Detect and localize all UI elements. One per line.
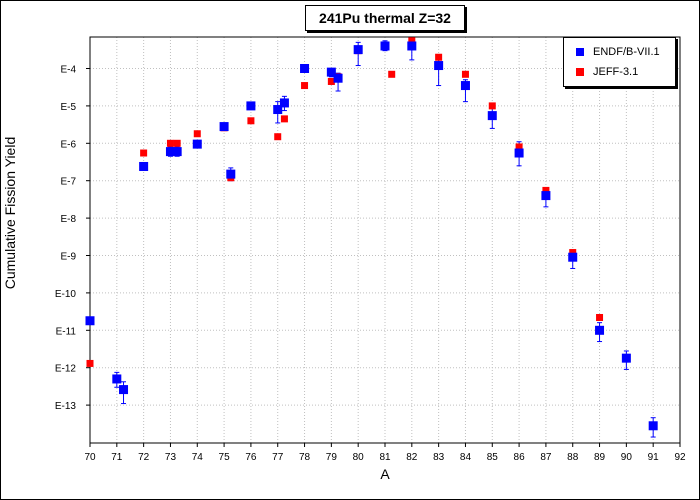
x-tick-label: 71 bbox=[111, 452, 123, 463]
y-tick-label: E-10 bbox=[55, 289, 77, 300]
data-point-jeff bbox=[86, 359, 94, 367]
data-point-endf bbox=[487, 111, 497, 121]
legend-label-endf: ENDF/B-VII.1 bbox=[593, 46, 660, 58]
data-point-jeff bbox=[327, 77, 335, 85]
x-tick-label: 89 bbox=[594, 452, 606, 463]
data-point-jeff bbox=[301, 82, 309, 90]
y-tick-label: E-8 bbox=[60, 214, 76, 225]
x-tick-label: 91 bbox=[648, 452, 660, 463]
x-tick-label: 82 bbox=[406, 452, 418, 463]
data-point-endf bbox=[139, 161, 149, 171]
x-tick-label: 81 bbox=[379, 452, 391, 463]
data-point-endf bbox=[246, 101, 256, 111]
data-point-endf bbox=[165, 147, 175, 157]
y-tick-label: E-9 bbox=[60, 252, 76, 263]
legend-swatch-blue-icon bbox=[576, 48, 584, 56]
data-point-endf bbox=[595, 325, 605, 335]
data-point-endf bbox=[192, 139, 202, 149]
data-point-endf bbox=[333, 73, 343, 83]
tick-layer: 70 71 72 73 74 75 76 77 78 79 80 81 82 83 84 85 86 87 88 89… bbox=[55, 65, 686, 464]
data-point-endf bbox=[621, 353, 631, 363]
data-point-endf bbox=[326, 67, 336, 77]
data-point-jeff bbox=[193, 130, 201, 138]
data-point-jeff bbox=[173, 139, 181, 147]
x-tick-label: 73 bbox=[165, 452, 177, 463]
data-point-jeff bbox=[596, 313, 604, 321]
y-tick-label: E-7 bbox=[60, 177, 76, 188]
y-tick-label: E-13 bbox=[55, 401, 77, 412]
y-tick-label: E-6 bbox=[60, 139, 76, 150]
data-point-endf bbox=[85, 316, 95, 326]
grid-layer bbox=[89, 37, 681, 443]
x-tick-label: 70 bbox=[84, 452, 96, 463]
x-tick-label: 78 bbox=[299, 452, 311, 463]
data-point-endf bbox=[219, 122, 229, 132]
data-point-endf bbox=[353, 45, 363, 55]
data-point-jeff bbox=[461, 70, 469, 78]
y-axis-label: Cumulative Fission Yield bbox=[2, 136, 18, 290]
data-point-jeff bbox=[280, 115, 288, 123]
marker-layer bbox=[85, 37, 658, 431]
data-point-jeff bbox=[435, 53, 443, 61]
legend-item-endf: ENDF/B-VII.1 bbox=[576, 46, 660, 58]
data-point-jeff bbox=[515, 143, 523, 151]
data-point-endf bbox=[568, 252, 578, 262]
data-point-endf bbox=[434, 61, 444, 71]
x-tick-label: 86 bbox=[514, 452, 526, 463]
data-point-jeff bbox=[140, 149, 148, 157]
legend-label-jeff: JEFF-3.1 bbox=[593, 66, 639, 78]
x-tick-label: 85 bbox=[487, 452, 499, 463]
y-tick-label: E-12 bbox=[55, 364, 77, 375]
x-tick-label: 79 bbox=[326, 452, 338, 463]
x-tick-label: 84 bbox=[460, 452, 472, 463]
data-point-endf bbox=[172, 147, 182, 157]
y-tick-label: E-4 bbox=[60, 65, 76, 76]
x-tick-label: 80 bbox=[353, 452, 365, 463]
x-tick-label: 88 bbox=[567, 452, 579, 463]
data-point-endf bbox=[514, 148, 524, 158]
legend-item-jeff: JEFF-3.1 bbox=[576, 66, 638, 78]
y-tick-label: E-11 bbox=[56, 326, 77, 337]
x-tick-label: 87 bbox=[540, 452, 552, 463]
chart-title: 241Pu thermal Z=32 bbox=[305, 5, 465, 31]
data-point-endf bbox=[279, 98, 289, 108]
x-tick-label: 72 bbox=[138, 452, 150, 463]
data-point-endf bbox=[541, 191, 551, 201]
x-tick-label: 77 bbox=[272, 452, 284, 463]
data-point-endf bbox=[226, 169, 236, 179]
data-point-endf bbox=[273, 105, 283, 115]
data-point-jeff bbox=[166, 139, 174, 147]
data-point-endf bbox=[460, 81, 470, 91]
x-tick-label: 83 bbox=[433, 452, 445, 463]
x-tick-label: 75 bbox=[219, 452, 231, 463]
x-tick-label: 76 bbox=[245, 452, 257, 463]
data-point-jeff bbox=[542, 186, 550, 194]
data-point-jeff bbox=[274, 133, 282, 141]
data-point-endf bbox=[407, 41, 417, 51]
data-point-endf bbox=[119, 385, 129, 395]
data-point-endf bbox=[112, 374, 122, 384]
data-point-jeff bbox=[408, 37, 416, 45]
data-point-jeff bbox=[247, 117, 255, 125]
legend: ENDF/B-VII.1 JEFF-3.1 bbox=[563, 37, 676, 87]
data-point-endf bbox=[380, 41, 390, 51]
x-tick-label: 90 bbox=[621, 452, 633, 463]
data-point-endf bbox=[300, 64, 310, 73]
data-point-jeff bbox=[388, 70, 396, 78]
x-tick-label: 92 bbox=[674, 452, 686, 463]
data-point-jeff bbox=[488, 102, 496, 110]
x-tick-label: 74 bbox=[192, 452, 204, 463]
legend-swatch-red-icon bbox=[576, 68, 584, 76]
data-point-jeff bbox=[569, 249, 577, 257]
data-point-endf bbox=[648, 421, 658, 431]
x-axis-label: A bbox=[380, 466, 390, 482]
y-tick-label: E-5 bbox=[60, 102, 76, 113]
